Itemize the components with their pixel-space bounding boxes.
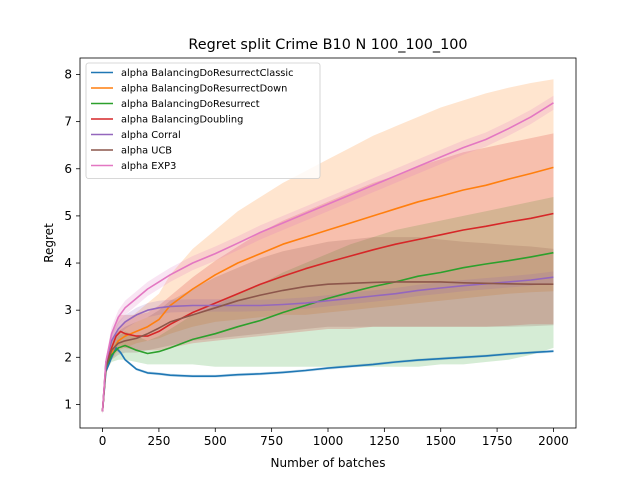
legend: alpha BalancingDoResurrectClassic alpha B… [85, 62, 321, 179]
x-axis-label: Number of batches [271, 456, 386, 470]
x-tick-label: 1750 [482, 434, 513, 448]
y-axis: 1 2 3 4 5 6 7 8 [64, 67, 80, 411]
x-tick-label: 1500 [425, 434, 456, 448]
x-tick-label: 1000 [313, 434, 344, 448]
line-series-3 [101, 212, 554, 412]
y-tick-label: 1 [64, 397, 72, 411]
y-tick-label: 2 [64, 350, 72, 364]
x-axis: 0 250 500 750 1000 1250 1500 1750 2000 [99, 428, 569, 448]
band-series-6 [102, 95, 554, 414]
y-tick-label: 6 [64, 162, 72, 176]
x-tick-label: 750 [260, 434, 283, 448]
legend-label: alpha BalancingDoResurrect [121, 99, 260, 110]
chart-title: Regret split Crime B10 N 100_100_100 [188, 37, 467, 53]
line-series-2 [101, 251, 554, 412]
series-lines [101, 102, 554, 412]
line-series-0 [101, 347, 554, 412]
x-tick-label: 2000 [538, 434, 569, 448]
band-series-1 [102, 79, 554, 414]
line-series-1 [101, 166, 554, 412]
legend-label: alpha BalancingDoResurrectClassic [121, 68, 294, 79]
band-series-3 [102, 133, 554, 414]
y-tick-label: 4 [64, 256, 72, 270]
x-tick-label: 1250 [369, 434, 400, 448]
y-tick-label: 7 [64, 115, 72, 129]
x-tick-label: 250 [147, 434, 170, 448]
legend-label: alpha Corral [121, 130, 181, 141]
legend-label: alpha UCB [121, 146, 172, 157]
y-tick-label: 3 [64, 303, 72, 317]
line-series-5 [101, 281, 554, 412]
line-series-6 [101, 102, 554, 412]
y-axis-label: Regret [42, 223, 56, 263]
confidence-bands [102, 79, 554, 414]
band-series-2 [102, 197, 554, 414]
y-tick-label: 8 [64, 67, 72, 81]
legend-frame [85, 62, 321, 179]
line-series-4 [101, 276, 554, 412]
y-tick-label: 5 [64, 209, 72, 223]
legend-label: alpha BalancingDoubling [121, 115, 243, 126]
x-tick-label: 0 [99, 434, 107, 448]
legend-label: alpha BalancingDoResurrectDown [121, 84, 287, 95]
x-tick-label: 500 [204, 434, 227, 448]
legend-label: alpha EXP3 [121, 161, 176, 172]
